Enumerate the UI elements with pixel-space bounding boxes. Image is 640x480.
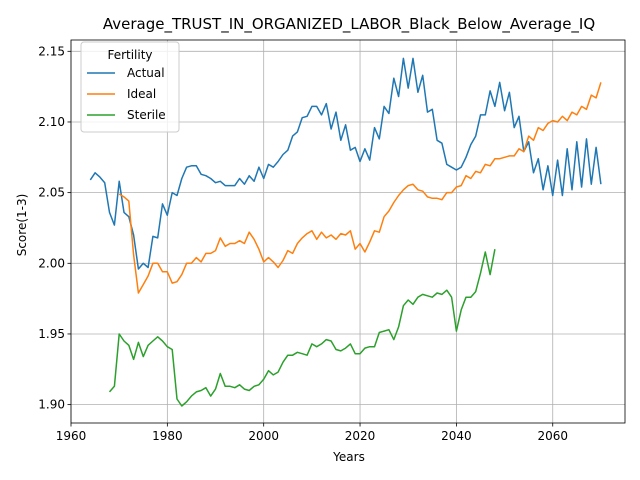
series-line-ideal: [118, 82, 602, 294]
y-tick-label: 2.10: [38, 115, 65, 129]
axis-ticks: 1960 1980 2000 2020 2040 2060 1.90 1.95 2.00 2.05…: [38, 44, 568, 443]
series-line-sterile: [108, 249, 496, 407]
legend-label-actual: Actual: [127, 66, 165, 80]
y-tick-label: 1.95: [38, 327, 65, 341]
legend-label-sterile: Sterile: [127, 108, 166, 122]
y-tick-label: 2.15: [38, 44, 65, 58]
series-line-actual: [89, 57, 602, 270]
y-axis-label: Score(1-3): [15, 194, 29, 257]
y-tick-label: 2.05: [38, 186, 65, 200]
x-tick-label: 2000: [248, 429, 279, 443]
x-tick-label: 1980: [152, 429, 183, 443]
x-tick-label: 2060: [537, 429, 568, 443]
x-axis-label: Years: [332, 450, 365, 464]
legend-title: Fertility: [107, 48, 152, 62]
legend-label-ideal: Ideal: [127, 87, 156, 101]
chart-title: Average_TRUST_IN_ORGANIZED_LABOR_Black_B…: [103, 15, 595, 34]
x-tick-label: 1960: [56, 429, 87, 443]
series-lines: [89, 57, 602, 407]
x-tick-label: 2020: [345, 429, 376, 443]
legend-box: [80, 41, 180, 133]
plot-frame: [70, 39, 626, 424]
y-tick-label: 1.90: [38, 398, 65, 412]
legend: Fertility Actual Ideal Sterile: [80, 41, 180, 133]
x-tick-label: 2040: [441, 429, 472, 443]
y-tick-label: 2.00: [38, 256, 65, 270]
legend-entries: Actual Ideal Sterile: [87, 66, 166, 122]
